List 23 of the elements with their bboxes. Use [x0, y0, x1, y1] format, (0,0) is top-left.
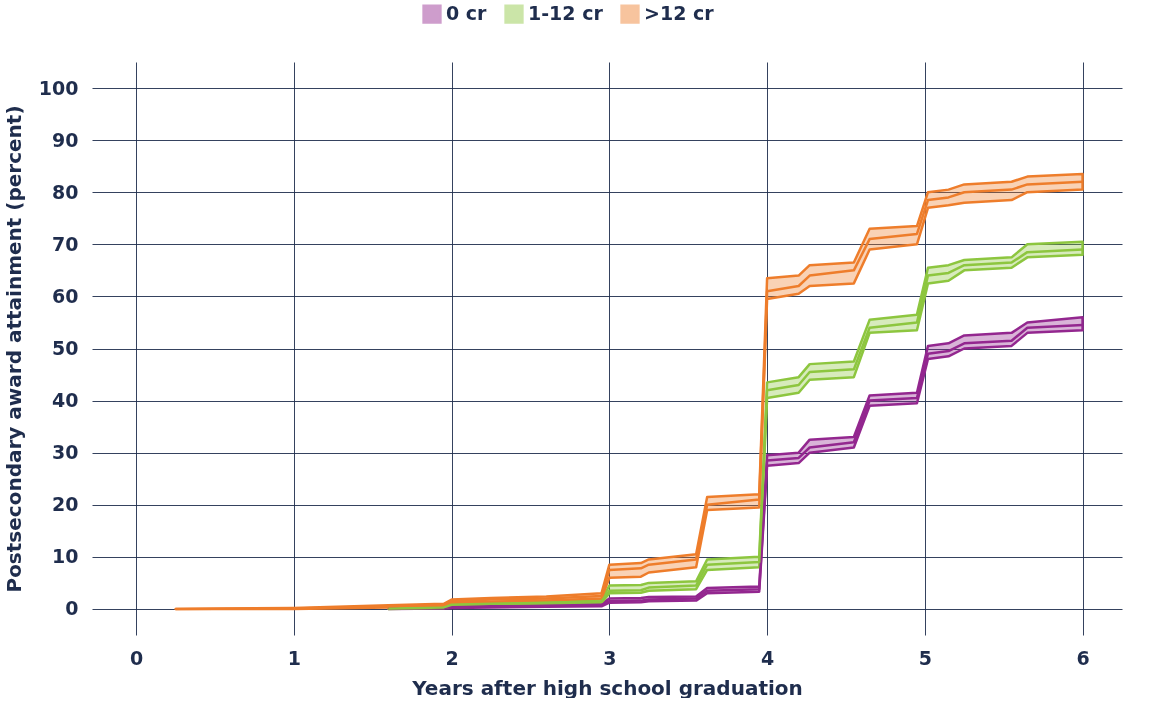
x-tick-label: 2 [445, 646, 459, 669]
y-tick-label: 20 [52, 493, 79, 516]
x-axis-title: Years after high school graduation [411, 675, 803, 700]
y-axis-title: Postsecondary award attainment (percent) [1, 105, 26, 593]
x-tick-label: 6 [1076, 646, 1090, 669]
y-tick-label: 10 [52, 545, 79, 568]
y-tick-label: 90 [52, 128, 79, 151]
legend-label: >12 cr [644, 2, 715, 25]
y-tick-label: 100 [38, 76, 79, 99]
y-tick-label: 40 [52, 389, 79, 412]
x-tick-label: 3 [603, 646, 617, 669]
y-tick-label: 0 [65, 597, 79, 620]
x-tick-label: 1 [287, 646, 302, 669]
y-tick-label: 30 [52, 441, 79, 464]
legend-label: 1-12 cr [528, 2, 604, 25]
y-tick-label: 50 [52, 337, 79, 359]
x-tick-label: 0 [130, 646, 144, 669]
x-tick-label: 5 [918, 646, 932, 669]
x-tick-label: 4 [760, 646, 775, 669]
y-tick-label: 80 [52, 180, 79, 203]
legend-label: 0 cr [446, 2, 488, 25]
y-tick-label: 70 [52, 232, 79, 255]
y-tick-label: 60 [52, 284, 79, 307]
